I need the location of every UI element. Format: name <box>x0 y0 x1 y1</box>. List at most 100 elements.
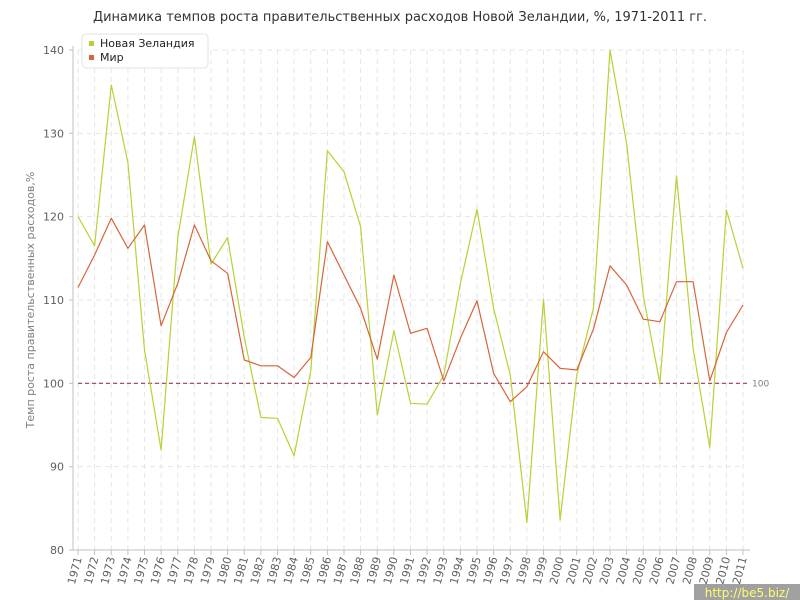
legend-marker-new-zealand <box>89 41 94 46</box>
data-point-new-zealand <box>243 336 245 338</box>
data-point-world <box>559 367 561 369</box>
data-point-new-zealand <box>642 295 644 297</box>
data-point-world <box>276 365 278 367</box>
data-point-world <box>343 274 345 276</box>
data-point-new-zealand <box>177 236 179 238</box>
y-tick-label: 120 <box>43 211 64 224</box>
series-line-new-zealand <box>77 49 744 524</box>
data-point-new-zealand <box>426 403 428 405</box>
data-point-world <box>476 300 478 302</box>
data-point-world <box>143 224 145 226</box>
watermark-text: http://be5.biz/ <box>705 586 790 600</box>
data-point-world <box>93 254 95 256</box>
axes: 8090100110120130140197119721973197419751… <box>43 44 750 586</box>
data-point-world <box>542 350 544 352</box>
legend-marker-world <box>89 55 94 60</box>
chart-title: Динамика темпов роста правительственных … <box>92 10 708 25</box>
data-point-new-zealand <box>459 282 461 284</box>
reference-line-label: 100 <box>752 379 769 389</box>
data-point-new-zealand <box>326 150 328 152</box>
data-point-new-zealand <box>492 307 494 309</box>
data-point-world <box>609 265 611 267</box>
data-point-new-zealand <box>509 374 511 376</box>
data-point-world <box>409 332 411 334</box>
data-point-new-zealand <box>143 349 145 351</box>
data-point-world <box>77 286 79 288</box>
data-point-world <box>526 385 528 387</box>
data-point-world <box>326 240 328 242</box>
data-point-world <box>492 372 494 374</box>
data-point-world <box>642 318 644 320</box>
data-point-world <box>692 280 694 282</box>
data-point-new-zealand <box>226 236 228 238</box>
data-point-new-zealand <box>310 370 312 372</box>
data-point-new-zealand <box>376 414 378 416</box>
data-point-new-zealand <box>110 84 112 86</box>
data-point-new-zealand <box>675 175 677 177</box>
data-point-new-zealand <box>576 374 578 376</box>
data-point-new-zealand <box>725 209 727 211</box>
data-point-world <box>393 274 395 276</box>
data-point-new-zealand <box>260 416 262 418</box>
data-point-new-zealand <box>443 374 445 376</box>
legend-box <box>81 33 209 69</box>
series-line-world <box>77 217 744 403</box>
y-tick-label: 110 <box>43 294 64 307</box>
y-tick-label: 140 <box>43 44 64 57</box>
data-point-new-zealand <box>742 267 744 269</box>
data-point-new-zealand <box>293 455 295 457</box>
data-point-new-zealand <box>542 298 544 300</box>
y-tick-label: 130 <box>43 127 64 140</box>
data-point-world <box>742 304 744 306</box>
data-point-world <box>243 359 245 361</box>
data-point-world <box>459 337 461 339</box>
legend-label-new-zealand: Новая Зеландия <box>100 37 195 50</box>
data-point-world <box>725 331 727 333</box>
y-tick-label: 90 <box>50 461 64 474</box>
data-point-world <box>576 369 578 371</box>
data-point-new-zealand <box>93 245 95 247</box>
legend-label-world: Мир <box>100 51 124 64</box>
data-point-world <box>210 260 212 262</box>
y-axis-label: Темп роста правительственных расходов,% <box>24 172 37 430</box>
x-tick-label: 2011 <box>730 555 750 585</box>
data-point-world <box>376 358 378 360</box>
y-tick-label: 80 <box>50 544 64 557</box>
grid <box>77 49 744 551</box>
series-group <box>77 49 744 524</box>
data-point-new-zealand <box>127 161 129 163</box>
data-point-world <box>359 307 361 309</box>
data-point-new-zealand <box>393 330 395 332</box>
data-point-new-zealand <box>193 135 195 137</box>
data-point-world <box>675 280 677 282</box>
data-point-new-zealand <box>692 347 694 349</box>
data-point-new-zealand <box>526 521 528 523</box>
reference-line-group: 100 <box>78 379 769 389</box>
data-point-world <box>193 224 195 226</box>
data-point-world <box>110 217 112 219</box>
data-point-new-zealand <box>609 49 611 51</box>
data-point-world <box>310 356 312 358</box>
data-point-world <box>160 325 162 327</box>
data-point-new-zealand <box>210 263 212 265</box>
data-point-new-zealand <box>709 446 711 448</box>
data-point-world <box>443 380 445 382</box>
data-point-new-zealand <box>77 215 79 217</box>
data-point-world <box>592 328 594 330</box>
data-point-new-zealand <box>659 382 661 384</box>
data-point-world <box>625 284 627 286</box>
data-point-new-zealand <box>592 307 594 309</box>
data-point-world <box>177 282 179 284</box>
y-tick-label: 100 <box>43 377 64 390</box>
data-point-new-zealand <box>276 417 278 419</box>
data-point-world <box>709 380 711 382</box>
data-point-world <box>509 400 511 402</box>
data-point-new-zealand <box>359 225 361 227</box>
watermark: http://be5.biz/ <box>694 584 800 600</box>
data-point-world <box>260 365 262 367</box>
data-point-new-zealand <box>409 402 411 404</box>
data-point-new-zealand <box>476 208 478 210</box>
data-point-new-zealand <box>625 142 627 144</box>
